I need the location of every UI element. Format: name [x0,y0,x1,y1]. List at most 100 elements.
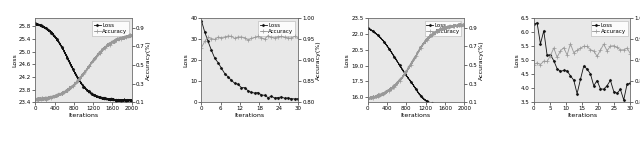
Accuracy [201,40,209,42]
Accuracy [530,64,538,66]
Loss [204,41,212,42]
Accuracy [593,56,601,57]
Loss [36,24,44,26]
Loss [623,83,631,85]
Loss [458,106,465,108]
Loss [291,98,298,100]
Loss [128,100,136,102]
Accuracy [533,62,541,64]
Accuracy [128,34,136,36]
Loss [530,23,538,25]
Accuracy [364,98,371,100]
Legend: Loss, Accuracy: Loss, Accuracy [92,21,129,36]
Accuracy [369,97,376,99]
Accuracy [577,47,584,49]
Line: Accuracy: Accuracy [366,21,466,101]
Loss [201,31,209,33]
Accuracy [600,43,607,45]
Y-axis label: Loss: Loss [184,54,189,67]
Line: Loss: Loss [532,22,632,101]
Loss [125,100,133,102]
Loss [563,70,571,72]
Loss [237,87,245,88]
X-axis label: Iterations: Iterations [401,113,431,118]
Loss [553,68,561,70]
Line: Loss: Loss [200,19,299,100]
Accuracy [34,101,42,103]
Loss [108,98,115,100]
Accuracy [218,37,225,38]
Accuracy [76,77,83,79]
Accuracy [457,22,465,24]
Loss [408,83,416,84]
Loss [271,97,278,99]
Loss [211,57,218,59]
Loss [577,79,584,80]
Loss [616,89,624,90]
Accuracy [125,35,133,36]
Loss [627,83,634,84]
Loss [540,30,548,32]
Loss [557,70,564,72]
Loss [607,80,614,81]
Accuracy [627,53,634,55]
Line: Accuracy: Accuracy [532,42,632,67]
Loss [244,90,252,92]
Accuracy [244,39,252,41]
Accuracy [31,99,39,101]
Accuracy [281,37,289,38]
Accuracy [583,46,591,47]
Accuracy [264,35,272,36]
Loss [241,87,248,88]
Loss [547,54,554,56]
Loss [221,73,228,74]
Accuracy [211,39,218,40]
Loss [207,49,215,51]
Accuracy [458,25,465,27]
Accuracy [214,36,222,38]
X-axis label: Iterations: Iterations [68,113,99,118]
Loss [604,85,611,86]
Accuracy [607,45,614,47]
Accuracy [570,52,577,54]
Loss [440,105,447,107]
Accuracy [287,37,295,39]
Accuracy [254,36,262,37]
Loss [593,80,601,81]
Loss [570,79,577,81]
Loss [218,67,225,69]
Accuracy [257,37,265,39]
Accuracy [248,37,255,39]
Accuracy [620,49,628,51]
Y-axis label: Loss: Loss [345,54,350,67]
Loss [287,98,295,100]
X-axis label: Iterations: Iterations [235,113,265,118]
Loss [248,92,255,93]
Loss [533,22,541,24]
Loss [536,43,544,45]
Loss [596,88,604,90]
Accuracy [221,36,228,38]
Loss [550,60,557,61]
Accuracy [198,47,205,49]
Line: Loss: Loss [34,22,133,103]
Loss [224,76,232,78]
Line: Accuracy: Accuracy [200,34,300,50]
Y-axis label: Accuracy(%): Accuracy(%) [479,40,483,80]
Accuracy [36,98,44,100]
Accuracy [580,45,588,47]
Accuracy [563,54,571,56]
Loss [580,65,588,67]
Accuracy [241,37,248,38]
Loss [264,97,272,98]
Accuracy [557,50,564,52]
Accuracy [440,27,447,29]
Accuracy [274,36,282,37]
Accuracy [560,47,568,48]
Accuracy [408,62,416,64]
Loss [369,30,376,32]
Accuracy [623,47,631,49]
Loss [364,27,371,29]
Accuracy [204,36,212,38]
Loss [600,88,607,90]
